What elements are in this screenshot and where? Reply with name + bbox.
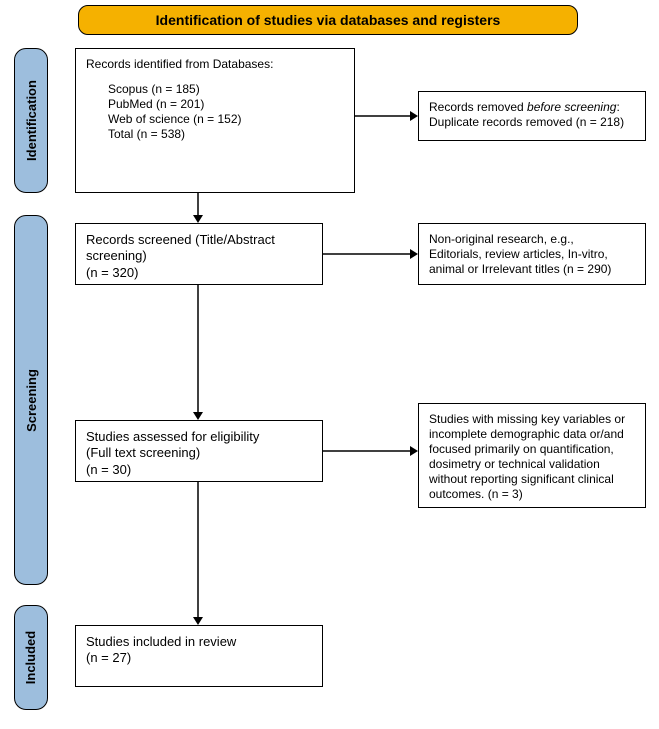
identified-header: Records identified from Databases: <box>86 57 344 72</box>
screened-l2: screening) <box>86 248 312 264</box>
identified-line-total: Total (n = 538) <box>108 127 344 142</box>
screened-l1: Records screened (Title/Abstract <box>86 232 312 248</box>
arrow-eligibility-to-excluded <box>323 445 418 457</box>
box-eligibility: Studies assessed for eligibility (Full t… <box>75 420 323 482</box>
arrow-screened-to-excluded <box>323 248 418 260</box>
identified-line-wos: Web of science (n = 152) <box>108 112 344 127</box>
excl-elig-l3: focused primarily on quantification, <box>429 442 635 457</box>
box-removed-before-screening: Records removed before screening: Duplic… <box>418 91 646 141</box>
box-records-screened: Records screened (Title/Abstract screeni… <box>75 223 323 285</box>
arrow-identified-to-screened <box>192 193 204 223</box>
included-l1: Studies included in review <box>86 634 312 650</box>
box-included: Studies included in review (n = 27) <box>75 625 323 687</box>
phase-identification: Identification <box>14 48 48 193</box>
phase-identification-label: Identification <box>24 80 39 161</box>
arrow-eligibility-to-included <box>192 482 204 625</box>
excl-elig-l5: without reporting significant clinical <box>429 472 635 487</box>
identified-line-pubmed: PubMed (n = 201) <box>108 97 344 112</box>
elig-l3: (n = 30) <box>86 462 312 478</box>
phase-included-label: Included <box>24 631 39 684</box>
banner-text: Identification of studies via databases … <box>156 12 501 28</box>
excl-elig-l2: incomplete demographic data or/and <box>429 427 635 442</box>
excl-scr-l2: Editorials, review articles, In-vitro, <box>429 247 635 262</box>
excl-scr-l1: Non-original research, e.g., <box>429 232 635 247</box>
screened-l3: (n = 320) <box>86 265 312 281</box>
elig-l2: (Full text screening) <box>86 445 312 461</box>
box-excluded-eligibility: Studies with missing key variables or in… <box>418 403 646 508</box>
removed-before-line2: Duplicate records removed (n = 218) <box>429 115 635 130</box>
arrow-identified-to-removed <box>355 110 418 122</box>
excl-elig-l6: outcomes. (n = 3) <box>429 487 635 502</box>
phase-included: Included <box>14 605 48 710</box>
excl-elig-l1: Studies with missing key variables or <box>429 412 635 427</box>
removed-before-line1: Records removed before screening: <box>429 100 635 115</box>
arrow-screened-to-eligibility <box>192 285 204 420</box>
elig-l1: Studies assessed for eligibility <box>86 429 312 445</box>
excl-elig-l4: dosimetry or technical validation <box>429 457 635 472</box>
box-records-identified: Records identified from Databases: Scopu… <box>75 48 355 193</box>
banner-title: Identification of studies via databases … <box>78 5 578 35</box>
identified-line-scopus: Scopus (n = 185) <box>108 82 344 97</box>
phase-screening-label: Screening <box>24 369 39 432</box>
excl-scr-l3: animal or Irrelevant titles (n = 290) <box>429 262 635 277</box>
box-excluded-screening: Non-original research, e.g., Editorials,… <box>418 223 646 285</box>
phase-screening: Screening <box>14 215 48 585</box>
included-l2: (n = 27) <box>86 650 312 666</box>
